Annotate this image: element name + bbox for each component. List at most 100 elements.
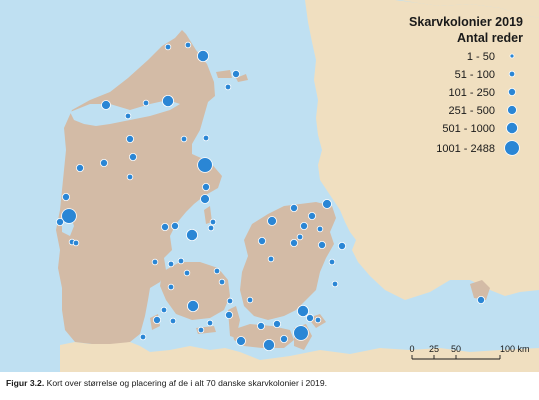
colony-marker	[317, 240, 326, 249]
colony-marker	[272, 319, 281, 328]
colony-marker	[197, 157, 213, 173]
colony-marker	[236, 336, 246, 346]
scale-tick-100: 100 km	[500, 344, 530, 354]
colony-marker	[196, 50, 209, 63]
caption-text: Kort over størrelse og placering af de i…	[46, 378, 327, 388]
colony-marker	[262, 338, 275, 351]
legend-label: 101 - 250	[449, 87, 495, 99]
colony-marker	[231, 70, 240, 79]
colony-marker	[207, 224, 215, 232]
germany-land	[60, 338, 539, 372]
colony-marker	[76, 163, 85, 172]
scale-tick-50: 50	[451, 344, 461, 354]
colony-marker	[126, 134, 135, 143]
colony-marker	[206, 319, 214, 327]
colony-marker	[160, 222, 169, 231]
colony-marker	[56, 217, 65, 226]
colony-marker	[307, 211, 316, 220]
legend-label: 501 - 1000	[442, 123, 495, 135]
legend-symbol	[509, 53, 515, 59]
colony-marker	[180, 135, 188, 143]
norway-land	[400, 0, 539, 18]
colony-marker	[202, 134, 210, 142]
legend-symbol	[507, 105, 517, 115]
colony-marker	[177, 257, 185, 265]
colony-marker	[226, 297, 234, 305]
colony-marker	[152, 315, 161, 324]
colony-marker	[293, 325, 309, 341]
colony-marker	[184, 41, 192, 49]
colony-marker	[296, 233, 304, 241]
legend-label: 1001 - 2488	[436, 143, 495, 155]
colony-marker	[170, 221, 179, 230]
colony-marker	[186, 299, 199, 312]
colony-marker	[331, 280, 339, 288]
colony-marker	[224, 310, 233, 319]
colony-marker	[164, 43, 172, 51]
colony-marker	[197, 326, 205, 334]
colony-marker	[213, 267, 221, 275]
colony-marker	[126, 173, 134, 181]
legend-symbol	[507, 88, 516, 97]
colony-marker	[256, 321, 265, 330]
colony-marker	[160, 306, 168, 314]
anholt-land	[236, 74, 248, 82]
colony-marker	[128, 152, 137, 161]
colony-marker	[101, 100, 111, 110]
scale-bar	[411, 355, 501, 360]
legend-subtitle: Antal reder	[457, 31, 523, 45]
colony-marker	[61, 208, 77, 224]
scale-tick-25: 25	[429, 344, 439, 354]
colony-marker	[167, 260, 175, 268]
colony-marker	[201, 182, 210, 191]
colony-marker	[185, 228, 198, 241]
scale-tick-0: 0	[409, 344, 414, 354]
colony-marker	[62, 192, 71, 201]
samso-land	[204, 206, 212, 224]
colony-marker	[322, 199, 332, 209]
colony-marker	[209, 218, 217, 226]
colony-map: Skarvkolonier 2019 Antal reder 1 - 50 51 …	[0, 0, 539, 372]
colony-marker	[314, 316, 322, 324]
figure-caption: Figur 3.2. Kort over størrelse og placer…	[6, 378, 536, 388]
colony-marker	[328, 258, 336, 266]
colony-marker	[183, 269, 191, 277]
zealand-land	[240, 202, 336, 320]
bornholm-land	[470, 280, 490, 300]
legend-label: 51 - 100	[455, 69, 495, 81]
legend-label: 1 - 50	[467, 51, 495, 63]
lolland-land	[232, 324, 294, 348]
colony-marker	[100, 158, 109, 167]
colony-marker	[267, 255, 275, 263]
colony-marker	[124, 112, 132, 120]
colony-marker	[299, 221, 308, 230]
legend: Skarvkolonier 2019 Antal reder 1 - 50 51 …	[409, 15, 523, 156]
colony-marker	[289, 238, 298, 247]
colony-marker	[296, 304, 309, 317]
limfjord	[70, 100, 180, 126]
colony-marker	[337, 241, 346, 250]
colony-marker	[289, 203, 298, 212]
sweden-land	[305, 0, 539, 300]
colony-marker	[476, 295, 485, 304]
colony-marker	[224, 83, 232, 91]
colony-marker	[279, 334, 288, 343]
caption-label: Figur 3.2.	[6, 378, 45, 388]
colony-marker	[139, 333, 147, 341]
colony-marker	[72, 239, 80, 247]
colony-marker	[142, 99, 150, 107]
colonies-layer	[56, 41, 485, 351]
legend-symbol	[505, 122, 518, 135]
colony-marker	[167, 283, 175, 291]
colony-marker	[316, 225, 324, 233]
colony-marker	[267, 216, 277, 226]
colony-marker	[169, 317, 177, 325]
colony-marker	[305, 313, 314, 322]
colony-marker	[200, 194, 210, 204]
legend-symbol	[508, 70, 516, 78]
legend-title: Skarvkolonier 2019	[409, 15, 523, 29]
laeso-land	[216, 70, 232, 78]
funen-land	[160, 262, 230, 320]
legend-label: 251 - 500	[449, 105, 495, 117]
colony-marker	[151, 258, 159, 266]
